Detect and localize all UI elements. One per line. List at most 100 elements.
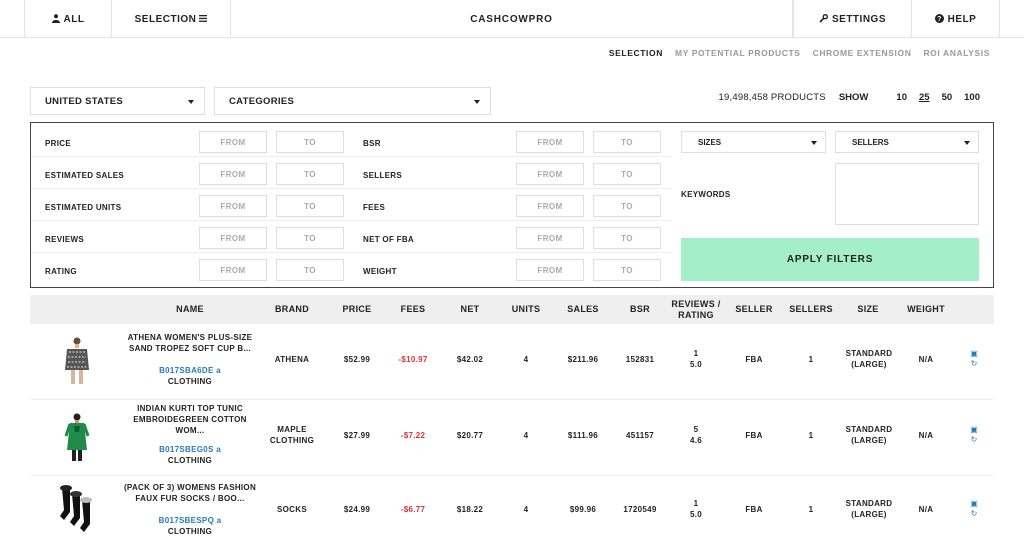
column-header-price[interactable]: PRICE <box>342 304 372 314</box>
results-controls: 19,498,458 PRODUCTS SHOW 10 25 50 100 <box>719 92 980 103</box>
subnav-my-potential-products[interactable]: MY POTENTIAL PRODUCTS <box>674 48 801 58</box>
column-header-bsr[interactable]: BSR <box>630 304 650 314</box>
subnav-chrome-extension[interactable]: CHROME EXTENSION <box>812 48 912 58</box>
rating-to-input[interactable]: TO <box>276 259 344 281</box>
product-asin-link[interactable]: B017SBA6DE a <box>120 366 260 375</box>
selection-menu-button[interactable]: SELECTION <box>112 0 231 38</box>
rating-cell: 5.0 <box>689 510 703 519</box>
save-icon[interactable]: ▣ <box>970 499 978 508</box>
column-header-weight[interactable]: WEIGHT <box>907 304 945 314</box>
show-option-100[interactable]: 100 <box>964 92 980 103</box>
sellers-select-value: SELLERS <box>852 137 889 147</box>
filter-row: PRICE FROM TO BSR FROM TO <box>31 125 671 157</box>
price-from-input[interactable]: FROM <box>199 131 267 153</box>
show-option-50[interactable]: 50 <box>941 92 953 103</box>
column-header-size[interactable]: SIZE <box>857 304 879 314</box>
categories-select[interactable]: CATEGORIES <box>214 87 491 115</box>
keywords-textarea[interactable] <box>835 163 979 225</box>
apply-filters-button[interactable]: APPLY FILTERS <box>681 238 979 281</box>
all-button[interactable]: ALL <box>24 0 112 38</box>
row-actions: ▣ ↻ <box>968 499 980 519</box>
user-icon <box>51 13 60 25</box>
filter-label: PRICE <box>45 139 71 148</box>
product-name[interactable]: (PACK OF 3) WOMENS FASHION FAUX FUR SOCK… <box>123 483 257 503</box>
save-icon[interactable]: ▣ <box>970 425 978 434</box>
estimated-sales-to-input[interactable]: TO <box>276 163 344 185</box>
sellers-to-input[interactable]: TO <box>593 163 661 185</box>
rating-cell: 4.6 <box>689 436 703 445</box>
table-row: ATHENA WOMEN'S PLUS-SIZE SAND TROPEZ SOF… <box>30 324 994 400</box>
products-count: 19,498,458 PRODUCTS <box>718 92 826 103</box>
net-of-fba-from-input[interactable]: FROM <box>516 227 584 249</box>
fees-to-input[interactable]: TO <box>593 195 661 217</box>
seller-cell: FBA <box>745 504 763 514</box>
units-cell: 4 <box>523 430 529 440</box>
asin-text: B017SBA6DE <box>159 366 214 375</box>
categories-select-value: CATEGORIES <box>229 95 295 107</box>
column-header-net[interactable]: NET <box>460 304 480 314</box>
filter-label: REVIEWS <box>45 235 84 244</box>
size-cell: STANDARD (LARGE) <box>845 349 893 369</box>
sellers-from-input[interactable]: FROM <box>516 163 584 185</box>
show-option-10[interactable]: 10 <box>896 92 907 103</box>
refresh-icon[interactable]: ↻ <box>970 435 978 444</box>
help-button[interactable]: ? HELP <box>912 0 1000 38</box>
net-cell: $42.02 <box>456 354 484 364</box>
product-thumbnail[interactable] <box>58 484 96 534</box>
fees-from-input[interactable]: FROM <box>516 195 584 217</box>
filter-label: RATING <box>45 267 77 276</box>
product-thumbnail[interactable] <box>58 412 96 462</box>
row-actions: ▣ ↻ <box>968 349 980 369</box>
seller-cell: FBA <box>745 354 763 364</box>
reviews-from-input[interactable]: FROM <box>199 227 267 249</box>
reviews-to-input[interactable]: TO <box>276 227 344 249</box>
show-option-25[interactable]: 25 <box>918 92 930 103</box>
column-header-units[interactable]: UNITS <box>511 304 541 314</box>
chevron-down-icon <box>964 141 970 145</box>
subnav-roi-analysis[interactable]: ROI ANALYSIS <box>923 48 990 58</box>
product-thumbnail[interactable] <box>58 336 96 386</box>
column-header-reviews-rating[interactable]: REVIEWS / RATING <box>671 298 721 320</box>
column-header-sales[interactable]: SALES <box>567 304 599 314</box>
reviews-cell: 1 <box>693 349 699 358</box>
row-actions: ▣ ↻ <box>968 425 980 445</box>
bsr-from-input[interactable]: FROM <box>516 131 584 153</box>
rating-from-input[interactable]: FROM <box>199 259 267 281</box>
estimated-sales-from-input[interactable]: FROM <box>199 163 267 185</box>
net-cell: $18.22 <box>456 504 484 514</box>
estimated-units-from-input[interactable]: FROM <box>199 195 267 217</box>
bsr-to-input[interactable]: TO <box>593 131 661 153</box>
net-of-fba-to-input[interactable]: TO <box>593 227 661 249</box>
size-cell: STANDARD (LARGE) <box>845 499 893 519</box>
sellers-select[interactable]: SELLERS <box>835 131 979 153</box>
subnav-selection[interactable]: SELECTION <box>608 48 663 58</box>
column-header-sellers[interactable]: SELLERS <box>789 304 833 314</box>
column-header-fees[interactable]: FEES <box>400 304 426 314</box>
sales-cell: $211.96 <box>567 354 599 364</box>
column-header-name[interactable]: NAME <box>176 304 204 314</box>
filter-row: ESTIMATED UNITS FROM TO FEES FROM TO <box>31 189 671 221</box>
estimated-units-to-input[interactable]: TO <box>276 195 344 217</box>
selection-label: SELECTION <box>134 13 197 25</box>
sizes-select-value: SIZES <box>698 137 722 147</box>
asin-text: B017SBESPQ <box>158 516 215 525</box>
weight-to-input[interactable]: TO <box>593 259 661 281</box>
product-name[interactable]: ATHENA WOMEN'S PLUS-SIZE SAND TROPEZ SOF… <box>127 333 253 353</box>
weight-cell: N/A <box>918 354 934 364</box>
product-asin-link[interactable]: B017SBESPQ a <box>120 516 260 525</box>
weight-from-input[interactable]: FROM <box>516 259 584 281</box>
sub-navigation: SELECTION MY POTENTIAL PRODUCTS CHROME E… <box>609 48 990 58</box>
column-header-brand[interactable]: BRAND <box>275 304 309 314</box>
column-header-seller[interactable]: SELLER <box>735 304 773 314</box>
settings-button[interactable]: SETTINGS <box>793 0 912 38</box>
svg-text:?: ? <box>937 16 942 23</box>
product-asin-link[interactable]: B017SBEG0S a <box>120 445 260 454</box>
refresh-icon[interactable]: ↻ <box>970 359 978 368</box>
filter-label: SELLERS <box>363 171 402 180</box>
price-to-input[interactable]: TO <box>276 131 344 153</box>
sizes-select[interactable]: SIZES <box>681 131 826 153</box>
product-name[interactable]: INDIAN KURTI TOP TUNIC EMBROIDEGREEN COT… <box>133 404 247 435</box>
country-select[interactable]: UNITED STATES <box>30 87 205 115</box>
save-icon[interactable]: ▣ <box>970 349 978 358</box>
refresh-icon[interactable]: ↻ <box>970 509 978 518</box>
